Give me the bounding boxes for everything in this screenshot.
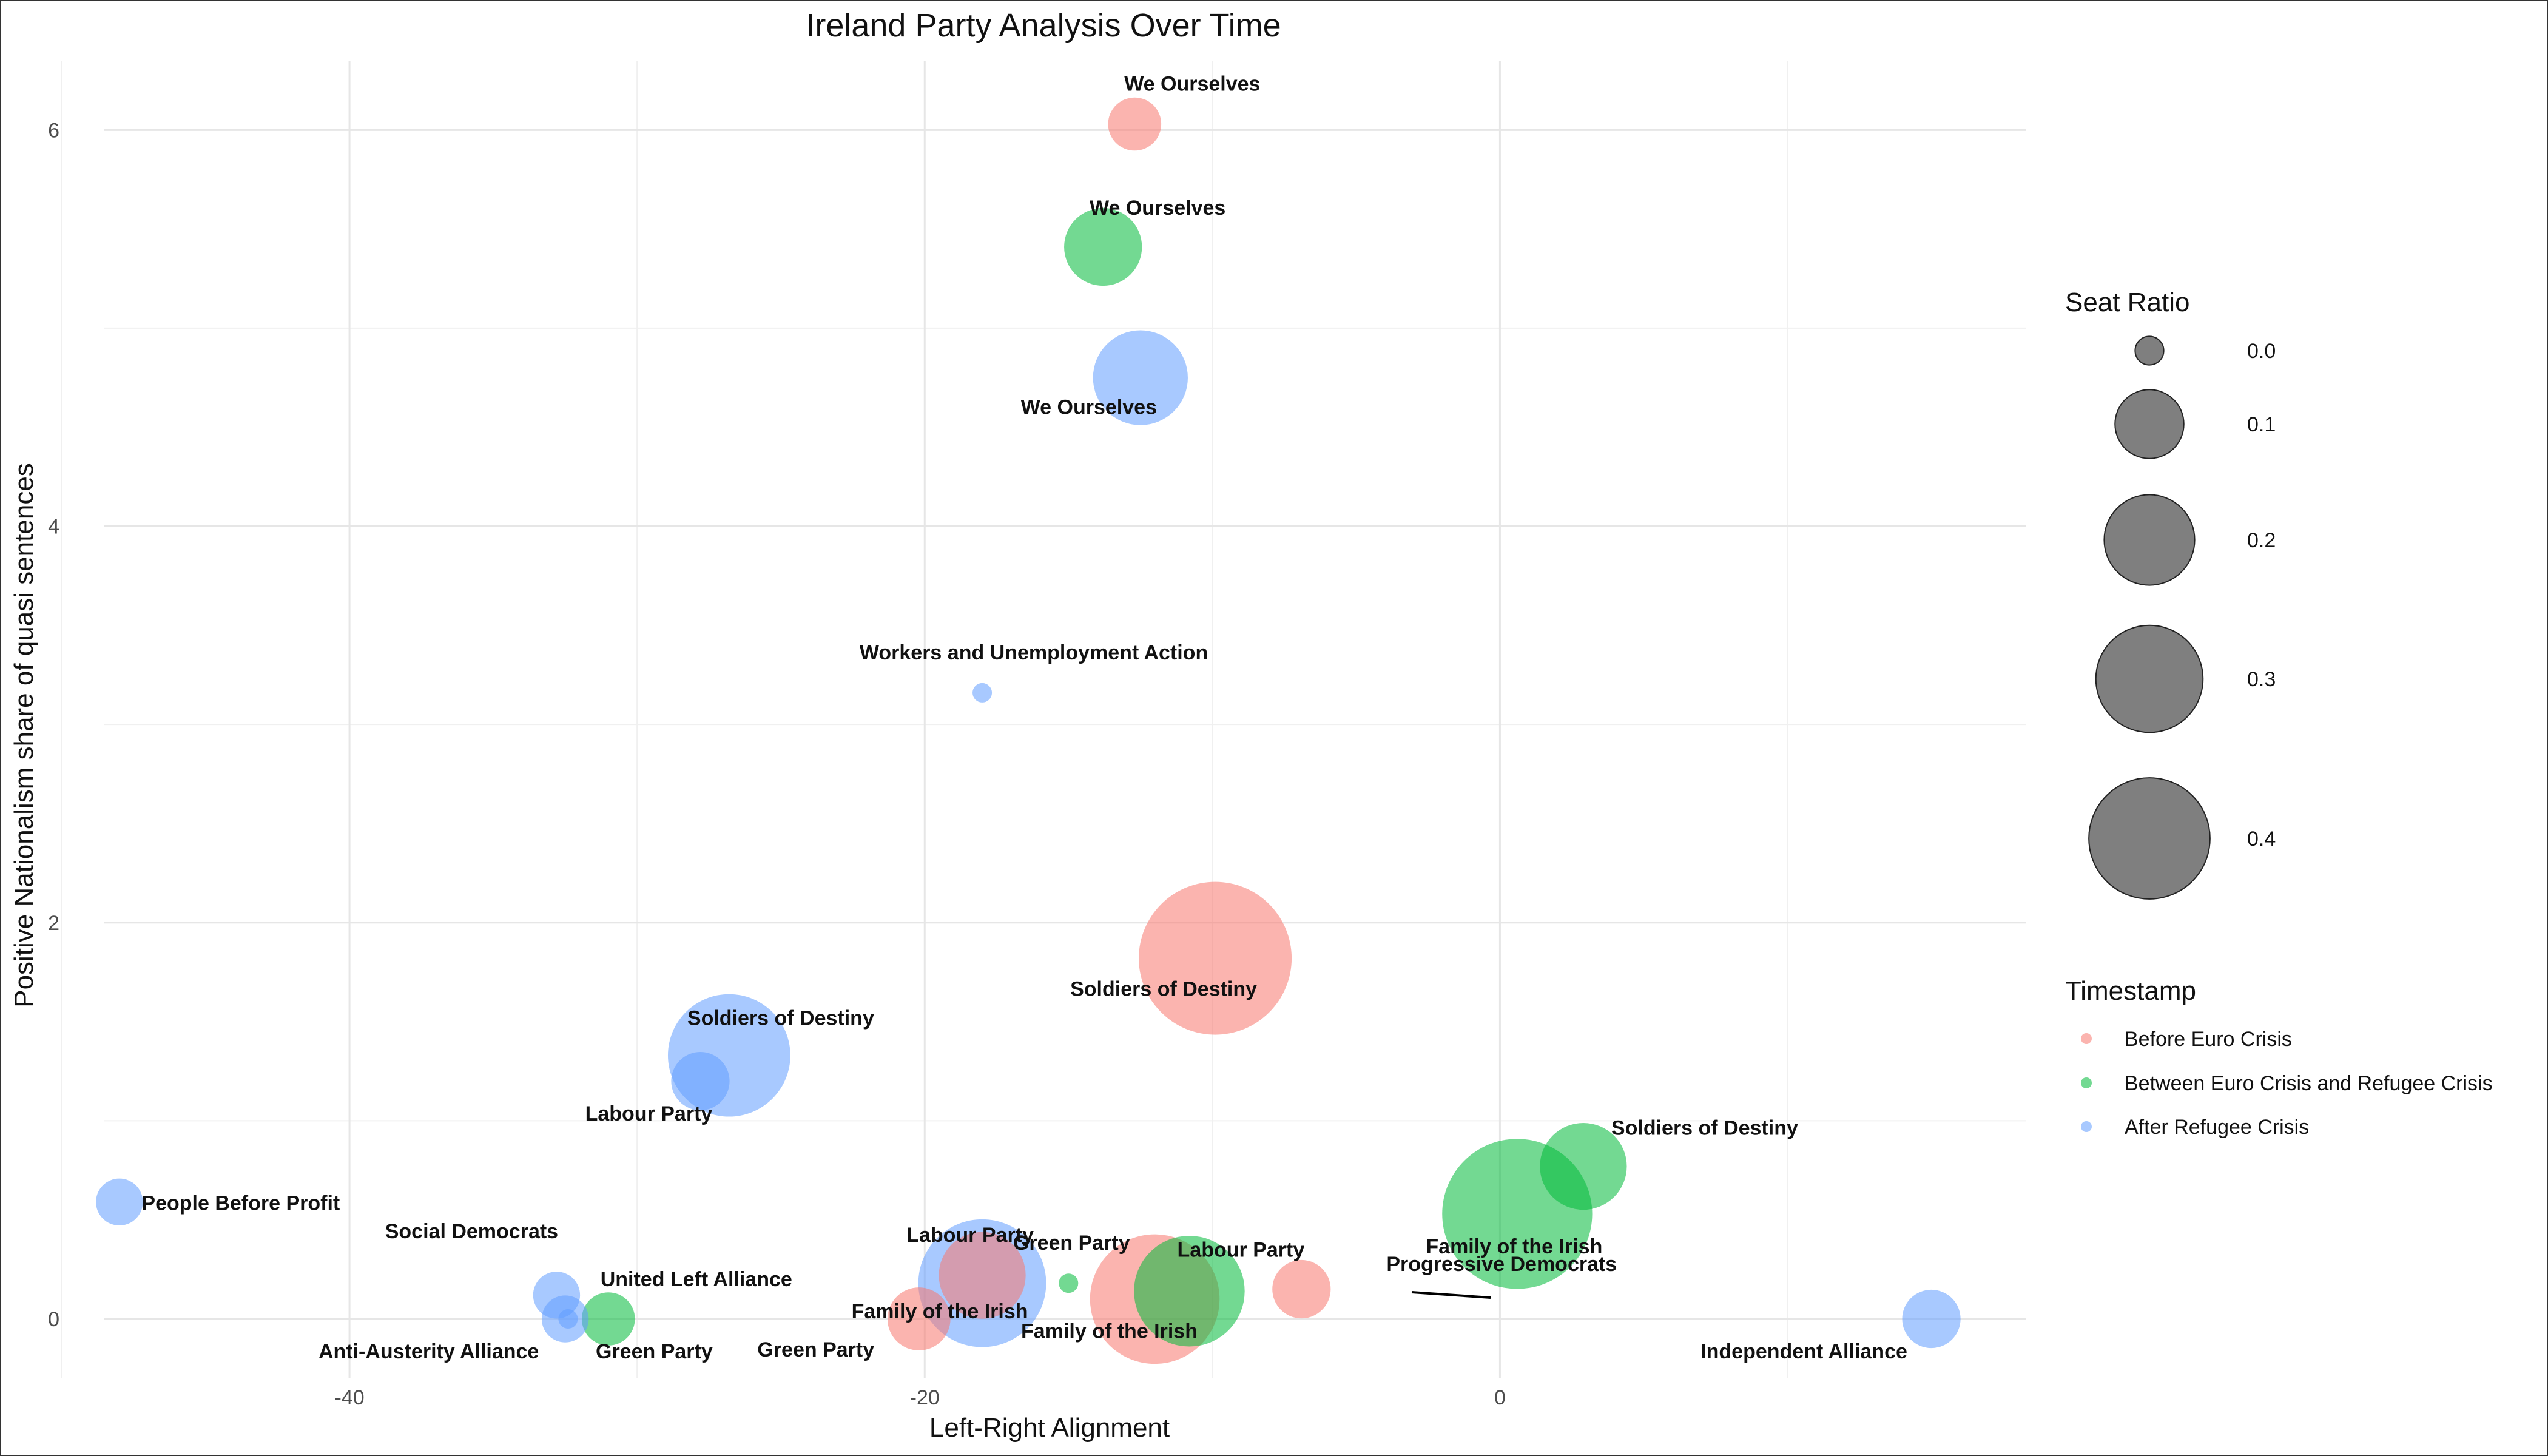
point-label: We Ourselves bbox=[1090, 197, 1225, 220]
color-legend-key bbox=[2081, 1033, 2092, 1044]
color-legend-key bbox=[2081, 1077, 2092, 1088]
point-label: Green Party bbox=[1013, 1232, 1130, 1255]
y-tick-label: 0 bbox=[48, 1308, 59, 1331]
point-label: Labour Party bbox=[906, 1224, 1034, 1247]
size-legend-circle bbox=[2088, 777, 2211, 900]
point-label: Anti-Austerity Alliance bbox=[318, 1340, 539, 1363]
data-point bbox=[939, 1232, 1026, 1319]
size-legend-circle bbox=[2114, 389, 2185, 459]
data-point bbox=[1059, 1273, 1079, 1293]
data-point bbox=[1064, 207, 1142, 286]
data-point bbox=[581, 1292, 635, 1346]
grid bbox=[61, 61, 2026, 1378]
data-point bbox=[1093, 330, 1188, 425]
point-label: Labour Party bbox=[585, 1102, 713, 1125]
data-point bbox=[887, 1287, 951, 1350]
point-label: Progressive Democrats bbox=[1386, 1253, 1617, 1276]
size-legend-label: 0.3 bbox=[2247, 668, 2276, 691]
y-axis-title: Positive Nationalism share of quasi sent… bbox=[9, 463, 39, 1008]
x-axis-title: Left-Right Alignment bbox=[929, 1413, 1170, 1443]
point-label: People Before Profit bbox=[141, 1191, 340, 1215]
point-label: Independent Alliance bbox=[1700, 1340, 1907, 1363]
data-point bbox=[671, 1051, 730, 1111]
data-point bbox=[96, 1178, 143, 1226]
data-point bbox=[1134, 1236, 1245, 1347]
x-tick-label: -20 bbox=[910, 1386, 940, 1409]
color-legend-label: Between Euro Crisis and Refugee Crisis bbox=[2125, 1072, 2493, 1095]
y-tick-label: 2 bbox=[48, 912, 59, 935]
point-label: Soldiers of Destiny bbox=[1070, 978, 1257, 1001]
data-point bbox=[1902, 1289, 1961, 1349]
x-tick-label: 0 bbox=[1494, 1386, 1506, 1409]
point-label: Workers and Unemployment Action bbox=[860, 641, 1208, 664]
data-point bbox=[1139, 881, 1292, 1035]
color-legend-label: After Refugee Crisis bbox=[2125, 1116, 2309, 1139]
axes: -40 -20 0 0 2 4 6 bbox=[48, 119, 1506, 1409]
point-label: Labour Party bbox=[1178, 1238, 1305, 1261]
legend: Seat Ratio Timestamp 0.0 0.1 0.2 0.3 0.4 Befo… bbox=[2065, 288, 2493, 1139]
data-points bbox=[96, 97, 1961, 1364]
point-label: Soldiers of Destiny bbox=[1611, 1117, 1798, 1140]
point-label: We Ourselves bbox=[1021, 396, 1157, 419]
size-legend-circle bbox=[2134, 335, 2165, 366]
color-legend-key bbox=[2081, 1121, 2092, 1132]
label-leader-line bbox=[1411, 1291, 1491, 1299]
y-tick-label: 6 bbox=[48, 119, 59, 142]
size-legend-label: 0.2 bbox=[2247, 529, 2276, 552]
point-label: Family of the Irish bbox=[852, 1300, 1028, 1323]
data-point bbox=[1108, 97, 1162, 151]
point-label: We Ourselves bbox=[1124, 73, 1260, 96]
size-legend-circle bbox=[2103, 494, 2196, 586]
size-legend-title: Seat Ratio bbox=[2065, 288, 2189, 317]
size-legend-label: 0.1 bbox=[2247, 413, 2276, 436]
point-label: Green Party bbox=[757, 1338, 874, 1361]
data-point bbox=[972, 682, 993, 703]
x-tick-label: -40 bbox=[335, 1386, 365, 1409]
point-label: Soldiers of Destiny bbox=[687, 1007, 874, 1030]
point-label: Social Democrats bbox=[385, 1220, 558, 1243]
size-legend-label: 0.0 bbox=[2247, 340, 2276, 363]
data-point bbox=[1272, 1259, 1331, 1319]
size-legend-label: 0.4 bbox=[2247, 827, 2276, 851]
point-label: United Left Alliance bbox=[601, 1268, 792, 1291]
size-legend-circle bbox=[2095, 624, 2204, 733]
data-point bbox=[558, 1309, 578, 1329]
chart-title: Ireland Party Analysis Over Time bbox=[806, 7, 1281, 44]
data-point bbox=[1540, 1122, 1627, 1210]
color-legend-label: Before Euro Crisis bbox=[2125, 1028, 2292, 1051]
point-label: Family of the Irish bbox=[1426, 1235, 1602, 1258]
y-tick-label: 4 bbox=[48, 516, 59, 539]
point-labels: We Ourselves Soldiers of Destiny Labour Pa… bbox=[141, 73, 1907, 1363]
point-label: Green Party bbox=[596, 1340, 713, 1363]
color-legend-title: Timestamp bbox=[2065, 976, 2196, 1006]
point-label: Family of the Irish bbox=[1021, 1320, 1198, 1343]
